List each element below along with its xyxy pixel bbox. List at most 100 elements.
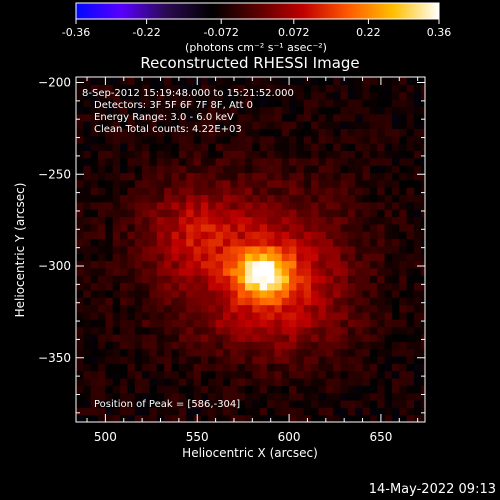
heatmap-cell — [391, 135, 400, 144]
heatmap-cell — [178, 392, 187, 401]
heatmap-cell — [303, 201, 312, 210]
heatmap-cell — [311, 311, 320, 320]
heatmap-cell — [377, 341, 386, 350]
heatmap-cell — [274, 385, 283, 394]
heatmap-cell — [274, 370, 283, 379]
heatmap-cell — [318, 84, 327, 93]
heatmap-cell — [333, 179, 342, 188]
heatmap-cell — [259, 209, 268, 218]
heatmap-cell — [406, 143, 415, 152]
heatmap-cell — [178, 385, 187, 394]
heatmap-cell — [384, 289, 393, 298]
heatmap-cell — [171, 355, 180, 364]
heatmap-cell — [377, 385, 386, 394]
heatmap-cell — [333, 297, 342, 306]
heatmap-cell — [215, 187, 224, 196]
heatmap-cell — [76, 297, 84, 306]
heatmap-cell — [274, 216, 283, 225]
heatmap-cell — [347, 99, 356, 107]
heatmap-cell — [399, 99, 408, 107]
heatmap-cell — [112, 121, 121, 129]
heatmap-cell — [142, 187, 151, 196]
heatmap-cell — [76, 355, 84, 364]
heatmap-cell — [90, 99, 99, 107]
heatmap-cell — [421, 355, 425, 364]
heatmap-cell — [76, 333, 84, 342]
heatmap-cell — [355, 289, 364, 298]
heatmap-cell — [311, 260, 320, 269]
heatmap-cell — [156, 377, 165, 386]
heatmap-cell — [311, 99, 320, 107]
heatmap-cell — [134, 106, 143, 115]
heatmap-cell — [325, 238, 334, 247]
heatmap-cell — [362, 355, 371, 364]
heatmap-cell — [83, 326, 92, 335]
heatmap-cell — [421, 253, 425, 262]
heatmap-cell — [333, 187, 342, 196]
heatmap-cell — [156, 143, 165, 152]
heatmap-cell — [222, 84, 231, 93]
heatmap-cell — [384, 143, 393, 152]
heatmap-cell — [347, 143, 356, 152]
heatmap-cell — [171, 333, 180, 342]
heatmap-cell — [237, 392, 246, 401]
heatmap-cell — [274, 77, 283, 85]
heatmap-cell — [178, 311, 187, 320]
heatmap-cell — [259, 304, 268, 313]
heatmap-cell — [406, 297, 415, 306]
heatmap-cell — [83, 392, 92, 401]
heatmap-cell — [274, 172, 283, 181]
heatmap-cell — [399, 370, 408, 379]
heatmap-cell — [215, 297, 224, 306]
heatmap-cell — [208, 99, 217, 107]
heatmap-cell — [347, 385, 356, 394]
heatmap-cell — [200, 150, 209, 159]
heatmap-cell — [333, 91, 342, 100]
heatmap-cell — [237, 143, 246, 152]
heatmap-cell — [76, 385, 84, 394]
heatmap-cell — [112, 399, 121, 408]
heatmap-cell — [83, 172, 92, 181]
heatmap-cell — [105, 355, 114, 364]
heatmap-cell — [274, 238, 283, 247]
heatmap-cell — [362, 363, 371, 372]
heatmap-cell — [391, 150, 400, 159]
y-axis-label: Heliocentric Y (arcsec) — [13, 183, 27, 318]
heatmap-cell — [230, 231, 239, 240]
heatmap-cell — [274, 326, 283, 335]
heatmap-cell — [105, 209, 114, 218]
heatmap-cell — [120, 370, 129, 379]
heatmap-cell — [105, 341, 114, 350]
heatmap-cell — [252, 77, 261, 85]
heatmap-cell — [90, 84, 99, 93]
heatmap-cell — [421, 348, 425, 357]
heatmap-cell — [384, 99, 393, 107]
heatmap-cell — [76, 326, 84, 335]
heatmap-cell — [215, 355, 224, 364]
heatmap-cell — [369, 377, 378, 386]
heatmap-cell — [200, 341, 209, 350]
heatmap-cell — [369, 113, 378, 122]
heatmap-cell — [355, 370, 364, 379]
heatmap-cell — [156, 399, 165, 408]
heatmap-cell — [333, 289, 342, 298]
heatmap-cell — [237, 399, 246, 408]
heatmap-cell — [289, 245, 298, 254]
heatmap-cell — [222, 392, 231, 401]
heatmap-cell — [142, 245, 151, 254]
heatmap-cell — [186, 392, 195, 401]
heatmap-cell — [413, 121, 422, 129]
heatmap-cell — [208, 165, 217, 174]
heatmap-cell — [127, 304, 136, 313]
heatmap-cell — [303, 377, 312, 386]
heatmap-cell — [267, 245, 275, 254]
heatmap-cell — [274, 392, 283, 401]
heatmap-cell — [105, 311, 114, 320]
heatmap-cell — [355, 128, 364, 137]
heatmap-cell — [267, 341, 275, 350]
heatmap-cell — [120, 333, 129, 342]
heatmap-cell — [362, 157, 371, 166]
heatmap-cell — [340, 128, 349, 137]
heatmap-cell — [193, 106, 202, 115]
heatmap-cell — [355, 143, 364, 152]
